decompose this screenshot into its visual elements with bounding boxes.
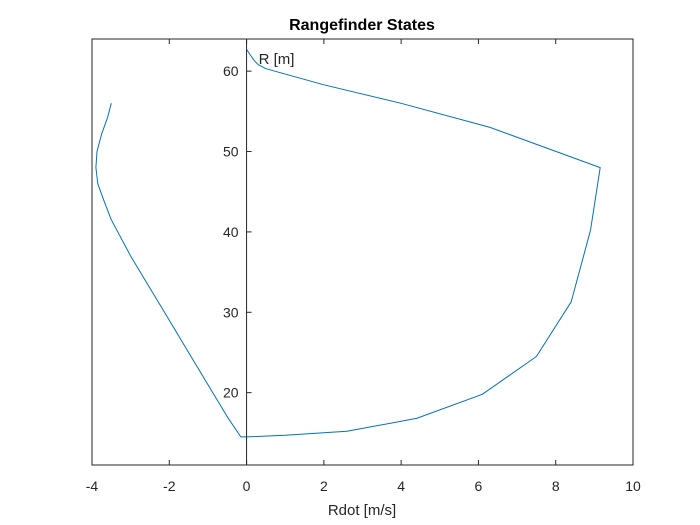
- chart-title: Rangefinder States: [289, 17, 435, 34]
- x-tick-label: 10: [625, 478, 641, 494]
- x-tick-label: 8: [552, 478, 560, 494]
- x-ticks-layer: -4 -2 0 2 4 6 8 10: [86, 39, 641, 494]
- y-ticks-layer: 20 30 40 50 60: [223, 63, 252, 401]
- series-layer: [95, 49, 601, 438]
- x-tick-label: -2: [163, 478, 176, 494]
- x-tick-label: 4: [397, 478, 405, 494]
- y-tick-label: 50: [223, 144, 239, 160]
- y-tick-label: 20: [223, 385, 239, 401]
- series-line: [95, 49, 601, 438]
- x-tick-label: 2: [320, 478, 328, 494]
- x-tick-label: -4: [86, 478, 99, 494]
- y-axis-label: R [m]: [259, 51, 295, 68]
- y-tick-label: 30: [223, 304, 239, 320]
- x-tick-label: 0: [243, 478, 251, 494]
- y-tick-label: 40: [223, 224, 239, 240]
- x-axis-label: Rdot [m/s]: [328, 502, 396, 519]
- x-tick-label: 6: [475, 478, 483, 494]
- y-tick-label: 60: [223, 63, 239, 79]
- plot-area: [91, 38, 634, 466]
